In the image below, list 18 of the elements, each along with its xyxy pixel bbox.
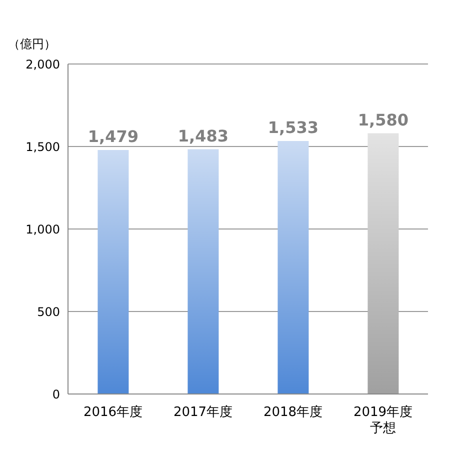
y-tick-label: 0 xyxy=(52,387,60,402)
x-tick-label: 2016年度 xyxy=(83,404,143,420)
data-label: 1,479 xyxy=(88,126,139,146)
bar xyxy=(278,141,309,394)
bar xyxy=(98,150,129,394)
x-tick-label: 2018年度 xyxy=(263,404,323,420)
x-tick-label: 2019年度予想 xyxy=(353,404,413,436)
y-tick-label: 500 xyxy=(37,304,60,319)
y-tick-label: 1,500 xyxy=(26,140,60,154)
data-label: 1,533 xyxy=(268,118,319,138)
x-tick-label: 2017年度 xyxy=(173,404,233,420)
bar xyxy=(188,149,219,394)
data-label: 1,483 xyxy=(178,126,229,146)
data-label: 1,580 xyxy=(358,110,409,130)
y-axis-title: （億円） xyxy=(8,36,56,53)
y-tick-label: 1,000 xyxy=(26,222,60,236)
bar xyxy=(368,133,399,394)
y-tick-label: 2,000 xyxy=(26,57,60,72)
